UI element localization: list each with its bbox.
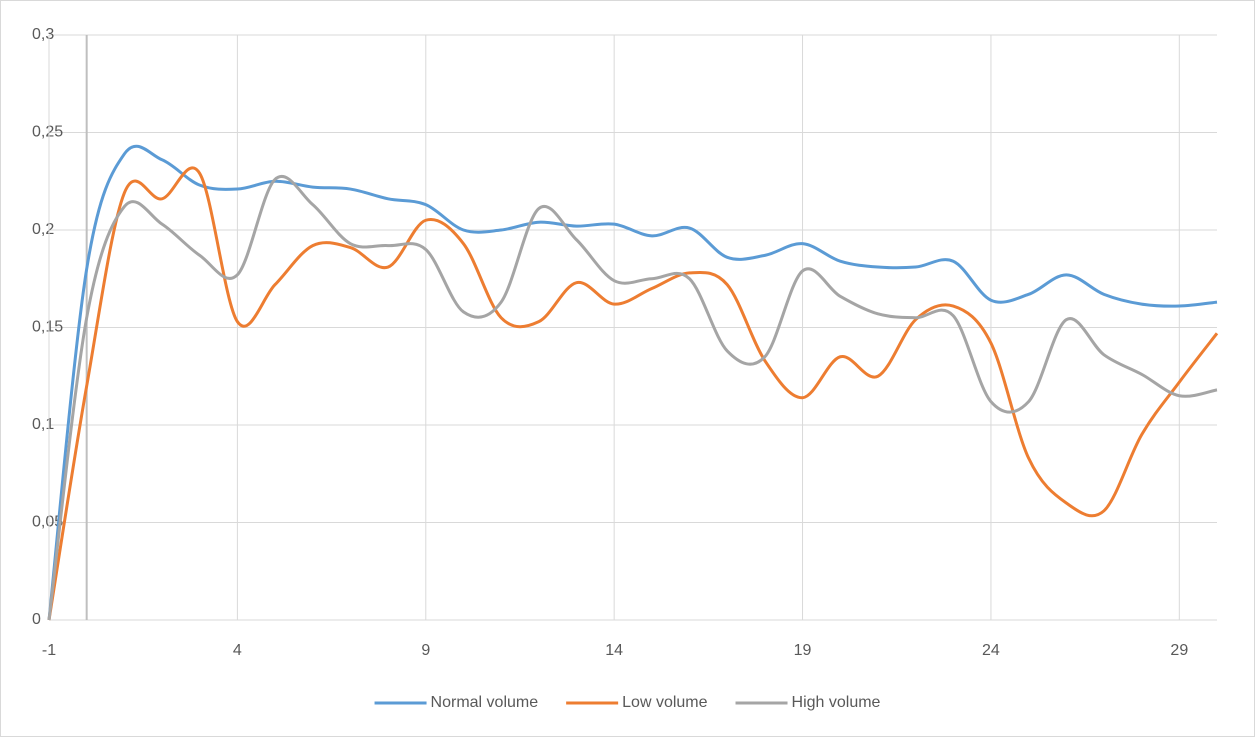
- x-tick-label: 19: [794, 642, 812, 659]
- y-tick-label: 0,15: [32, 319, 63, 336]
- x-tick-label: 14: [605, 642, 623, 659]
- legend-label: Normal volume: [431, 694, 539, 711]
- legend-label: High volume: [792, 694, 881, 711]
- legend-label: Low volume: [622, 694, 707, 711]
- y-tick-label: 0,2: [32, 221, 54, 238]
- y-tick-label: 0: [32, 611, 41, 628]
- line-series: [47, 166, 1219, 621]
- y-tick-label: 0,3: [32, 26, 54, 43]
- y-tick-label: 0,1: [32, 416, 54, 433]
- line-series: [47, 175, 1218, 621]
- y-tick-label: 0,25: [32, 124, 63, 141]
- line-series: [47, 144, 1218, 621]
- x-tick-label: 4: [233, 642, 242, 659]
- y-tick-label: 0,05: [32, 514, 63, 531]
- x-tick-label: 29: [1170, 642, 1188, 659]
- x-tick-label: -1: [42, 642, 56, 659]
- x-tick-label: 24: [982, 642, 1000, 659]
- x-tick-label: 9: [421, 642, 430, 659]
